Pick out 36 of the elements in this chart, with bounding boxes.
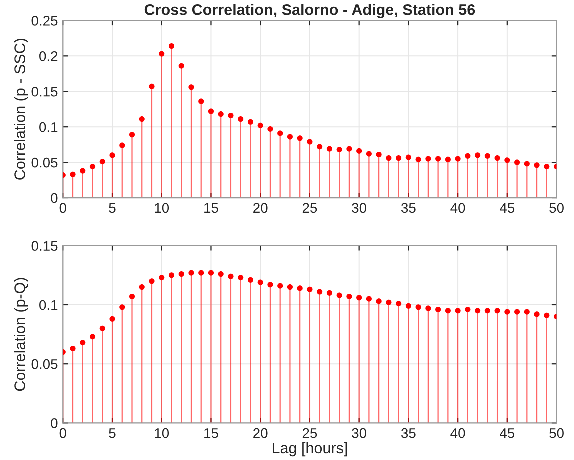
- x-tick-label: 5: [109, 203, 116, 214]
- y-tick-label: 0.25: [32, 16, 58, 26]
- x-tick-label: 15: [204, 203, 218, 214]
- x-tick-label: 25: [302, 428, 318, 438]
- x-tick-label: 30: [352, 203, 367, 214]
- y-tick-label: 0.2: [40, 51, 58, 62]
- y-tick-label: 0.15: [32, 241, 58, 252]
- x-tick-label: 45: [500, 203, 515, 214]
- x-tick-label: 45: [500, 428, 515, 438]
- x-tick-label: 35: [401, 428, 416, 438]
- x-tick-label: 20: [254, 428, 268, 438]
- x-tick-label: 25: [302, 203, 318, 214]
- x-tick-label: 40: [450, 428, 466, 438]
- y-tick-label: 0: [51, 193, 58, 204]
- x-tick-label: 35: [401, 203, 416, 214]
- x-tick-label: 15: [204, 428, 218, 438]
- y-tick-label: 0.15: [32, 86, 58, 97]
- y-axis-title: Correlation (p - SSC): [14, 38, 28, 180]
- x-tick-label: 0: [60, 428, 66, 438]
- x-axis-title: Lag [hours]: [272, 442, 348, 457]
- y-tick-label: 0.1: [40, 122, 58, 132]
- x-tick-label: 40: [450, 203, 466, 214]
- x-tick-label: 30: [352, 428, 367, 438]
- y-axis-title: Correlation (p-Q): [14, 278, 28, 392]
- y-tick-label: 0.1: [40, 300, 58, 310]
- y-tick-label: 0.05: [32, 158, 58, 168]
- chart-title: Cross Correlation, Salorno - Adige, Station 56: [144, 4, 476, 18]
- x-tick-label: 20: [254, 203, 268, 214]
- x-tick-label: 0: [60, 203, 66, 214]
- x-tick-label: 10: [155, 428, 170, 438]
- x-tick-label: 50: [550, 203, 564, 214]
- x-tick-label: 50: [550, 428, 564, 438]
- x-tick-label: 10: [155, 203, 170, 214]
- y-tick-label: 0: [51, 418, 58, 428]
- y-tick-label: 0.05: [32, 359, 58, 370]
- x-tick-label: 5: [109, 428, 116, 438]
